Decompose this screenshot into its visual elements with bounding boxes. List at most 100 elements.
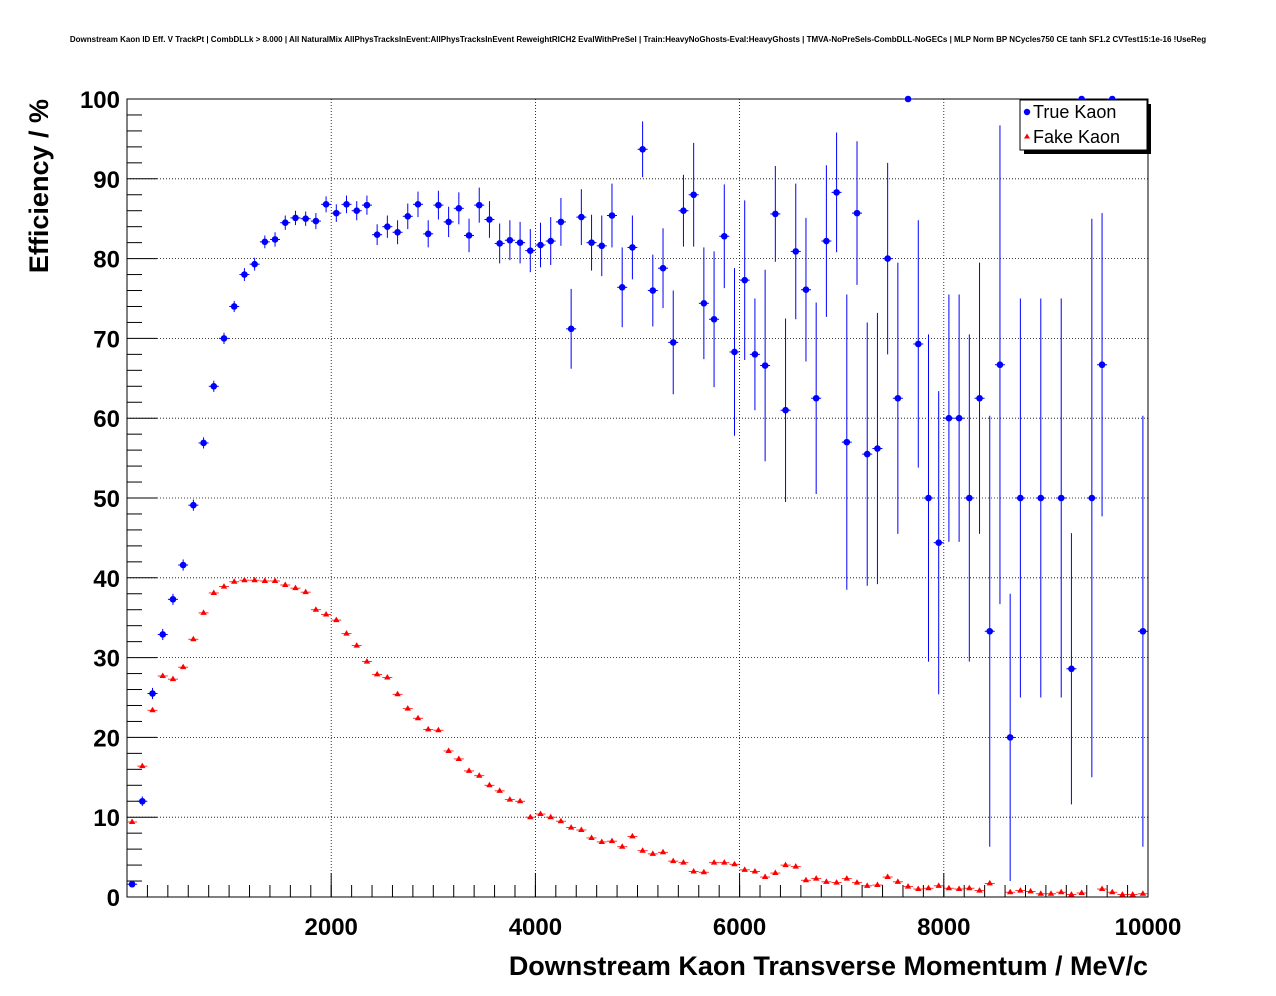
- true-kaon-point: [312, 217, 320, 225]
- true-kaon-point: [884, 255, 891, 262]
- true-kaon-point: [945, 414, 953, 422]
- true-kaon-point: [914, 340, 922, 348]
- true-kaon-point: [537, 241, 544, 249]
- true-kaon-point: [435, 201, 442, 209]
- fake-kaon-point: [333, 616, 340, 623]
- true-kaon-point: [210, 382, 218, 390]
- fake-kaon-point: [1119, 891, 1126, 897]
- true-kaon-point: [230, 303, 238, 310]
- true-kaon-point: [1068, 665, 1075, 673]
- fake-kaon-point: [598, 838, 605, 844]
- fake-kaon-point: [435, 726, 442, 733]
- true-kaon-point: [516, 239, 524, 246]
- true-kaon-point: [547, 237, 555, 245]
- true-kaon-point: [608, 212, 616, 219]
- fake-kaon-point: [231, 578, 238, 584]
- fake-kaon-point: [639, 847, 646, 853]
- fake-kaon-point: [353, 642, 360, 648]
- fake-kaon-point: [608, 837, 616, 844]
- true-kaon-point: [414, 201, 422, 208]
- fake-kaon-point: [128, 818, 136, 824]
- fake-kaon-point: [1098, 885, 1106, 892]
- x-tick-label: 2000: [305, 914, 358, 941]
- fake-kaon-point: [220, 583, 228, 589]
- true-kaon-point: [353, 207, 361, 215]
- fake-kaon-point: [853, 879, 861, 885]
- true-kaon-point: [506, 236, 514, 244]
- true-kaon-point: [690, 191, 697, 199]
- fake-kaon-point: [424, 725, 432, 732]
- true-kaon-point: [761, 362, 769, 369]
- true-kaon-point: [639, 145, 646, 153]
- fake-kaon-point: [1058, 888, 1065, 895]
- fake-kaon-point: [945, 884, 953, 891]
- true-kaon-point: [139, 797, 146, 805]
- fake-kaon-point: [322, 611, 330, 617]
- true-kaon-point: [823, 237, 830, 245]
- true-kaon-point: [302, 215, 309, 222]
- true-kaon-point: [363, 201, 371, 209]
- fake-kaon-point: [792, 863, 799, 869]
- true-kaon-point: [598, 242, 606, 250]
- fake-kaon-point: [1027, 887, 1034, 894]
- fake-kaon-point: [802, 876, 810, 883]
- fake-kaon-point: [1078, 889, 1085, 896]
- fake-kaon-point: [925, 884, 932, 891]
- y-tick-label: 0: [107, 885, 120, 912]
- true-kaon-point: [874, 445, 881, 452]
- true-kaon-point: [200, 439, 207, 447]
- x-tick-label: 8000: [917, 914, 970, 941]
- true-kaon-point: [169, 596, 177, 603]
- true-kaon-point: [986, 627, 994, 635]
- true-kaon-point: [475, 201, 483, 209]
- y-tick-label: 60: [93, 406, 120, 433]
- fake-kaon-point: [179, 663, 187, 670]
- y-tick-label: 70: [93, 326, 120, 353]
- true-kaon-point: [680, 207, 687, 215]
- fake-kaon-point: [874, 881, 881, 888]
- true-kaon-point: [1006, 734, 1014, 741]
- true-kaon-point: [741, 276, 749, 284]
- fake-kaon-point: [343, 630, 350, 636]
- true-kaon-point: [271, 236, 279, 243]
- tick-labels: 2000 4000 6000 8000 10000 0 10 20 30 40 50 60 70 80 90…: [80, 87, 1181, 941]
- true-kaon-point: [578, 213, 585, 221]
- fake-kaon-point: [414, 714, 422, 721]
- fake-kaon-point: [476, 772, 483, 778]
- true-kaon-point: [1037, 494, 1045, 502]
- true-kaon-point: [1057, 494, 1065, 502]
- fake-kaon-point: [241, 576, 248, 583]
- fake-kaon-point: [1017, 887, 1024, 893]
- fake-kaon-point: [1109, 888, 1116, 895]
- fake-kaon-point: [894, 878, 902, 884]
- legend: True Kaon Fake Kaon: [1019, 99, 1151, 154]
- true-kaon-point: [149, 690, 156, 697]
- true-kaon-point: [863, 450, 871, 458]
- y-tick-label: 50: [93, 486, 120, 513]
- true-kaon-point: [588, 239, 595, 246]
- fake-kaon-point: [506, 796, 514, 802]
- fake-kaon-point: [169, 675, 177, 682]
- true-kaon-point: [159, 631, 167, 638]
- true-kaon-point: [812, 394, 820, 402]
- true-kaon-point: [720, 232, 728, 240]
- y-tick-label: 10: [93, 805, 120, 832]
- fake-kaon-point: [200, 609, 207, 615]
- true-kaon-point: [179, 561, 187, 569]
- true-kaon-point: [802, 286, 810, 294]
- fake-kaon-point: [527, 813, 534, 820]
- fake-kaon-point: [139, 762, 146, 769]
- fake-kaon-point: [302, 588, 309, 595]
- fake-kaon-point: [210, 589, 217, 595]
- true-kaon-point: [710, 315, 718, 323]
- true-kaon-point: [904, 95, 912, 103]
- fake-kaon-point: [772, 869, 779, 876]
- fake-kaon-point: [261, 577, 269, 583]
- fake-kaon-point: [690, 867, 697, 874]
- true-kaon-point: [843, 438, 851, 446]
- legend-label-fake-kaon: Fake Kaon: [1033, 127, 1120, 147]
- fake-kaon-point: [567, 824, 575, 830]
- x-axis-title: Downstream Kaon Transverse Momentum / Me…: [509, 951, 1148, 981]
- fake-kaon-point: [843, 875, 851, 881]
- true-kaon-point: [731, 348, 738, 356]
